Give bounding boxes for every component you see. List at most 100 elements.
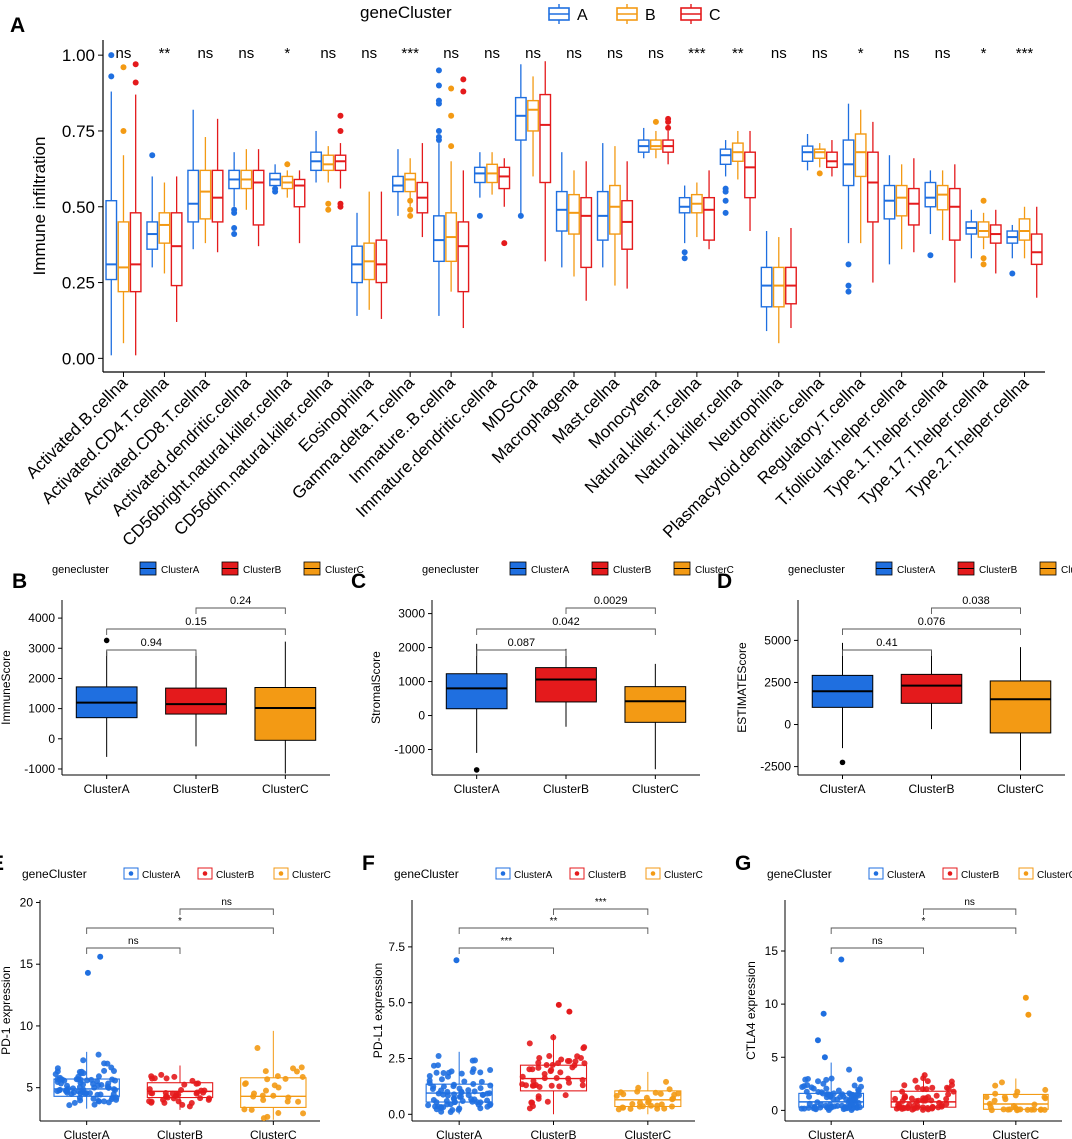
data-point bbox=[827, 1101, 834, 1108]
data-point bbox=[920, 1075, 927, 1082]
x-tick-label: ClusterB bbox=[543, 782, 589, 796]
box-A bbox=[1006, 224, 1019, 277]
data-point bbox=[477, 1069, 484, 1076]
data-point bbox=[544, 1098, 551, 1105]
data-point bbox=[94, 1091, 101, 1098]
box bbox=[1018, 218, 1031, 241]
p-value-label: 0.087 bbox=[508, 637, 536, 649]
outlier bbox=[337, 127, 344, 134]
box bbox=[977, 221, 990, 238]
data-point bbox=[90, 1095, 97, 1102]
bracket-line bbox=[86, 927, 274, 934]
box-A bbox=[678, 185, 691, 262]
data-point bbox=[812, 1105, 819, 1112]
box-A bbox=[473, 152, 486, 219]
p-value-label: 0.41 bbox=[876, 637, 897, 649]
legend-title: geneCluster bbox=[394, 867, 459, 881]
box bbox=[744, 151, 756, 199]
significance-label: ns bbox=[812, 45, 828, 62]
box-B bbox=[281, 161, 294, 198]
legend-a: geneCluster A B C bbox=[360, 3, 721, 24]
data-point bbox=[109, 1076, 116, 1083]
box-B bbox=[486, 152, 499, 195]
box-B bbox=[1018, 206, 1031, 259]
x-tick-label: ClusterC bbox=[997, 782, 1044, 796]
data-point bbox=[899, 1088, 906, 1095]
legend-key-dot bbox=[873, 871, 879, 876]
data-point bbox=[815, 1089, 822, 1096]
outlier bbox=[448, 112, 455, 119]
significance-label: ns bbox=[894, 45, 910, 62]
bracket-line bbox=[931, 607, 1021, 614]
data-point bbox=[855, 1087, 862, 1094]
legend-label: B bbox=[645, 7, 656, 24]
data-point bbox=[579, 1082, 586, 1089]
box bbox=[199, 169, 212, 220]
data-point bbox=[83, 1077, 90, 1084]
data-point bbox=[1024, 1106, 1031, 1113]
data-point bbox=[541, 1070, 548, 1077]
data-point bbox=[438, 1104, 445, 1111]
p-value-label: 0.0029 bbox=[594, 595, 628, 607]
y-tick-label: 0.0 bbox=[388, 1107, 405, 1121]
outlier bbox=[473, 767, 480, 773]
x-tick-label: ClusterC bbox=[632, 782, 679, 796]
box bbox=[514, 96, 527, 141]
box-B bbox=[158, 182, 171, 274]
box-A bbox=[514, 64, 527, 219]
data-point bbox=[96, 1098, 103, 1105]
significance-label: *** bbox=[500, 936, 512, 947]
data-point bbox=[922, 1095, 929, 1102]
data-point bbox=[101, 1098, 108, 1105]
data-point bbox=[86, 1090, 93, 1097]
box-C bbox=[416, 143, 429, 238]
data-point bbox=[458, 1088, 465, 1095]
box-C bbox=[457, 76, 470, 329]
box bbox=[624, 686, 687, 723]
box bbox=[842, 139, 855, 187]
box-ClusterA: ClusterA bbox=[811, 642, 874, 796]
significance-label: ns bbox=[771, 45, 787, 62]
data-point bbox=[1031, 1101, 1038, 1108]
y-tick-label: -2500 bbox=[760, 760, 791, 774]
data-point bbox=[1000, 1106, 1007, 1113]
data-point bbox=[634, 1088, 641, 1095]
box bbox=[555, 190, 568, 232]
outlier bbox=[108, 73, 115, 80]
bracket-line bbox=[842, 649, 932, 656]
data-point bbox=[95, 1073, 102, 1080]
box-C bbox=[334, 112, 347, 210]
legend-label: ClusterC bbox=[325, 565, 364, 576]
data-point bbox=[426, 1073, 433, 1080]
data-point bbox=[663, 1078, 670, 1085]
data-point bbox=[1041, 1094, 1048, 1101]
bracket-line bbox=[179, 908, 274, 915]
data-point bbox=[804, 1082, 811, 1089]
legend-title: genecluster bbox=[422, 564, 479, 576]
box-A bbox=[187, 109, 200, 250]
comparison-bracket: 0.94 bbox=[106, 637, 197, 656]
data-point bbox=[835, 1087, 842, 1094]
box-ClusterB: ClusterB bbox=[519, 1001, 588, 1139]
box bbox=[989, 680, 1052, 734]
legend-label: ClusterC bbox=[695, 565, 734, 576]
data-point bbox=[920, 1104, 927, 1111]
y-axis-label: CTLA4 expression bbox=[744, 961, 758, 1060]
box-C bbox=[252, 149, 265, 247]
data-point bbox=[82, 1090, 89, 1097]
outlier bbox=[231, 206, 238, 213]
data-point bbox=[458, 1070, 465, 1077]
box bbox=[883, 184, 896, 220]
box bbox=[240, 1077, 307, 1108]
data-point bbox=[440, 1069, 447, 1076]
box-ClusterB: ClusterB bbox=[165, 652, 227, 796]
data-point bbox=[262, 1087, 269, 1094]
legend-title: geneCluster bbox=[22, 867, 87, 881]
data-point bbox=[944, 1084, 951, 1091]
box-B bbox=[936, 170, 949, 241]
data-point bbox=[260, 1115, 267, 1122]
legend-label: ClusterB bbox=[613, 565, 652, 576]
y-tick-label: 4000 bbox=[28, 611, 55, 625]
